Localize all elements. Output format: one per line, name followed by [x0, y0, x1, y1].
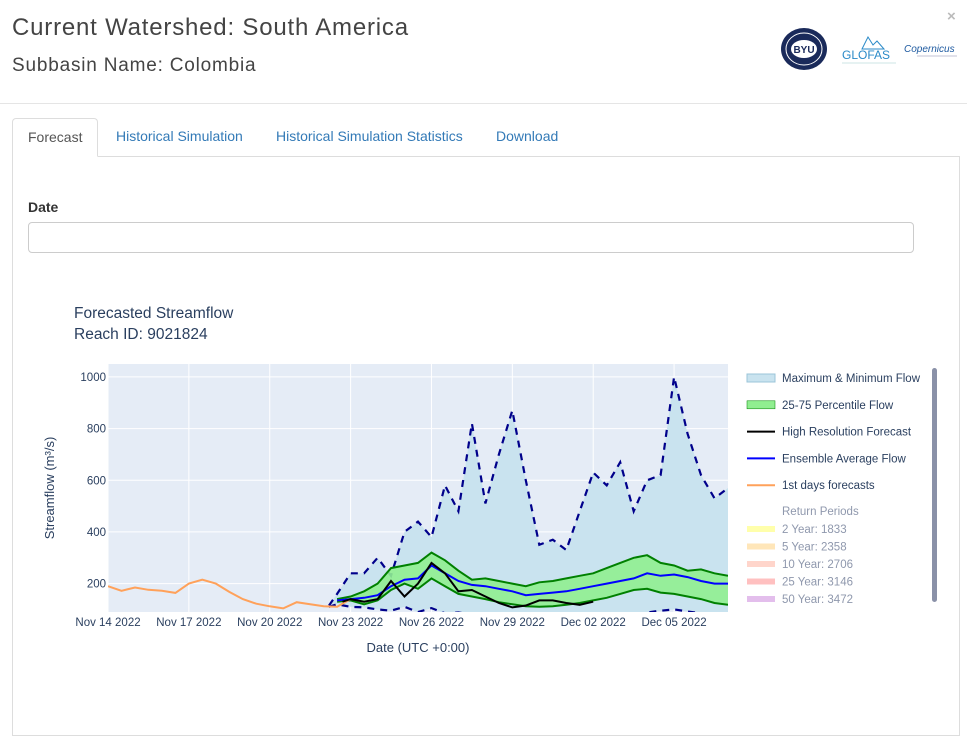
high-resolution-line [342, 561, 594, 609]
tab-historical-simulation-statistics[interactable]: Historical Simulation Statistics [276, 128, 463, 144]
return-period-symbol [747, 578, 775, 585]
tab-bar: Forecast Historical Simulation Historica… [12, 118, 960, 157]
legend-item-label: High Resolution Forecast [782, 427, 912, 439]
percentile-25-line [337, 577, 728, 608]
legend-item[interactable]: Maximum & Minimum Flow [746, 373, 921, 385]
tab-historical-simulation[interactable]: Historical Simulation [116, 128, 243, 144]
chart-legend: Maximum & Minimum Flow 25-75 Percentile F… [746, 373, 921, 606]
copernicus-logo-text: Copernicus [904, 44, 955, 55]
modal-header: Current Watershed: South America Subbasi… [0, 0, 967, 104]
y-tick-label: 800 [87, 424, 106, 436]
ensemble-average-line [337, 564, 728, 602]
chart-subtitle: Reach ID: 9021824 [74, 326, 208, 343]
glofas-logo-text: GLOFAS [842, 48, 890, 62]
x-axis-label: Date (UTC +0:00) [367, 640, 470, 655]
return-period-item[interactable]: 25 Year: 3146 [747, 577, 853, 589]
return-period-symbol [747, 596, 775, 602]
return-period-symbol [747, 526, 775, 532]
y-axis-ticks: 200 400 600 800 1000 [80, 372, 106, 591]
return-period-item[interactable]: 2 Year: 1833 [747, 524, 847, 536]
x-tick-label: Nov 23 2022 [318, 617, 383, 629]
return-period-label: 5 Year: 2358 [782, 542, 847, 554]
x-tick-label: Nov 29 2022 [480, 617, 545, 629]
y-axis-label: Streamflow (m³/s) [42, 437, 57, 540]
x-tick-label: Nov 26 2022 [399, 617, 464, 629]
date-input[interactable] [28, 222, 914, 253]
legend-item[interactable]: Ensemble Average Flow [747, 453, 906, 465]
x-tick-label: Dec 05 2022 [641, 617, 706, 629]
forecast-chart: Forecasted Streamflow Reach ID: 9021824 … [42, 305, 937, 655]
date-label: Date [28, 199, 59, 215]
legend-symbol-max-min [746, 373, 776, 383]
copernicus-logo: Copernicus [904, 44, 957, 57]
legend-item[interactable]: High Resolution Forecast [747, 427, 912, 439]
return-period-symbol [747, 561, 775, 567]
return-period-symbol [747, 543, 775, 550]
legend-item-label: Maximum & Minimum Flow [782, 373, 921, 385]
return-period-label: 50 Year: 3472 [782, 594, 853, 606]
return-period-item[interactable]: 50 Year: 3472 [747, 594, 853, 606]
chart-series [108, 376, 728, 612]
byu-logo-text: BYU [793, 45, 814, 56]
glofas-logo: GLOFAS [842, 35, 896, 64]
tab-forecast[interactable]: Forecast [12, 118, 99, 157]
y-tick-label: 200 [87, 579, 106, 591]
legend-scrollbar[interactable] [932, 368, 937, 602]
return-period-item[interactable]: 10 Year: 2706 [747, 559, 853, 571]
legend-item-label: 1st days forecasts [782, 480, 875, 492]
legend-item[interactable]: 1st days forecasts [747, 480, 875, 492]
return-periods-title: Return Periods [782, 506, 859, 518]
y-tick-label: 600 [87, 475, 106, 487]
chart-title: Forecasted Streamflow [74, 305, 234, 322]
legend-symbol-percentile [746, 400, 776, 410]
legend-item[interactable]: 25-75 Percentile Flow [746, 400, 894, 412]
close-icon[interactable]: × [947, 8, 956, 25]
y-tick-label: 1000 [80, 372, 106, 384]
x-tick-label: Nov 17 2022 [156, 617, 221, 629]
x-axis-ticks: Nov 14 2022 Nov 17 2022 Nov 20 2022 Nov 23 … [75, 617, 706, 629]
return-period-label: 10 Year: 2706 [782, 559, 853, 571]
tab-download[interactable]: Download [496, 128, 559, 144]
x-tick-label: Dec 02 2022 [561, 617, 626, 629]
return-period-label: 25 Year: 3146 [782, 577, 853, 589]
legend-item-label: Ensemble Average Flow [782, 453, 906, 465]
return-period-label: 2 Year: 1833 [782, 524, 847, 536]
y-tick-label: 400 [87, 527, 106, 539]
series-clip-group [108, 376, 728, 612]
legend-item-label: 25-75 Percentile Flow [782, 400, 894, 412]
x-tick-label: Nov 14 2022 [75, 617, 140, 629]
watershed-title: Current Watershed: South America [12, 14, 409, 41]
x-tick-label: Nov 20 2022 [237, 617, 302, 629]
subbasin-title: Subbasin Name: Colombia [12, 55, 257, 76]
return-period-item[interactable]: 5 Year: 2358 [747, 542, 847, 554]
percentile-75-line [336, 551, 728, 601]
byu-logo: BYU [781, 28, 827, 70]
first-days-forecast-line [108, 578, 352, 610]
